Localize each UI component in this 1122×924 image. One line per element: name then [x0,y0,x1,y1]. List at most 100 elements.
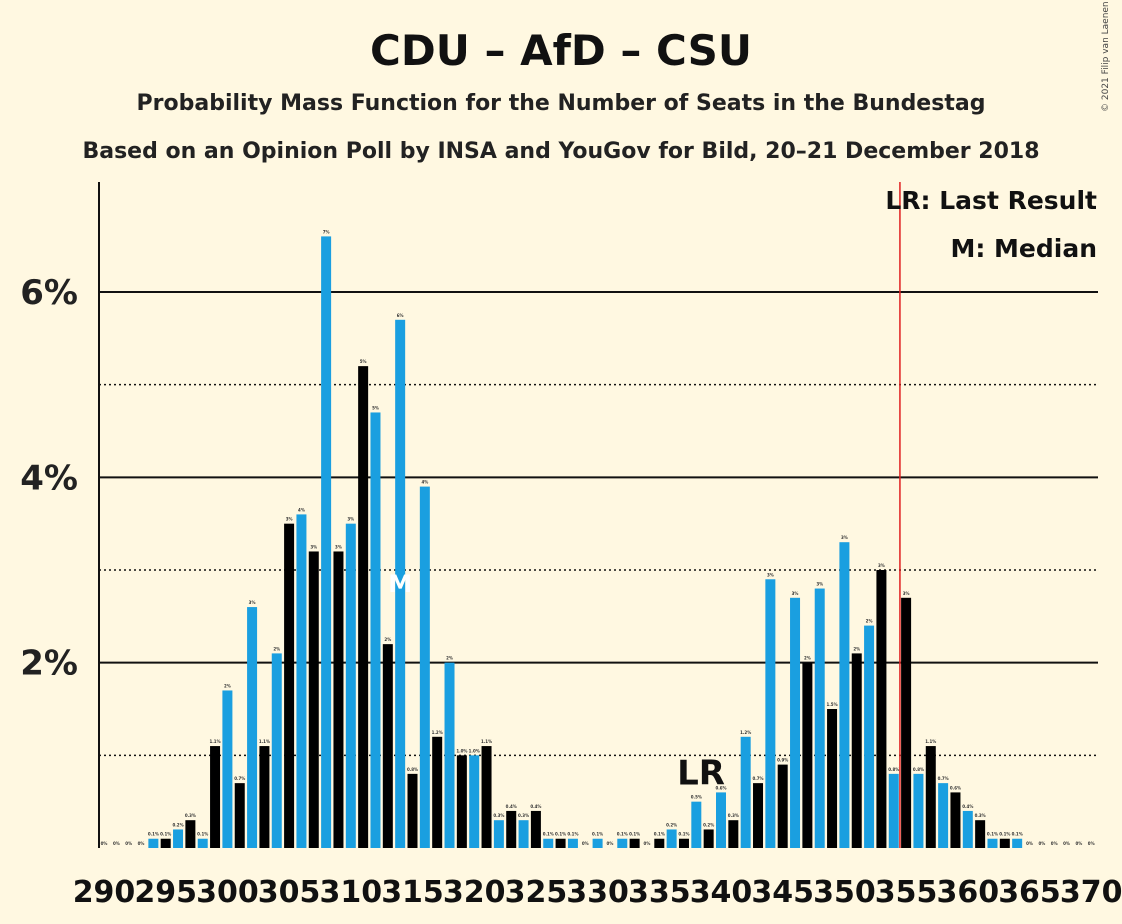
bar-value-label: 0% [1075,841,1082,846]
bar-value-label: 5% [360,359,367,364]
bar-value-label: 0% [1051,841,1058,846]
bar [333,551,344,848]
bar-value-label: 2% [853,646,860,651]
bar-value-label: 1.1% [259,739,270,744]
bar [481,746,492,848]
bar [222,690,233,848]
bar-value-label: 2% [446,656,453,661]
bar [506,810,517,848]
bar-value-label: 1.1% [210,739,221,744]
bar-value-label: 0.1% [629,832,640,837]
x-tick-label: 345 [751,875,814,910]
bar [173,829,184,848]
bar-value-label: 2% [866,619,873,624]
bar [790,597,801,848]
bar [678,838,689,848]
x-axis-labels: 290 295 300 305 310 315 320 325 330 335 340 345 350 3… [73,875,1122,910]
bar-value-label: 3% [841,535,848,540]
chart-title: CDU – AfD – CSU [370,26,752,75]
x-tick-label: 305 [258,875,321,910]
bar [444,662,455,848]
bar [530,810,541,848]
bar [777,764,788,848]
bar [160,838,171,848]
bar-value-label: 1.1% [481,739,492,744]
bar-value-label: 1.2% [432,730,443,735]
bar-value-label: 0.7% [752,776,763,781]
bar-value-label: 0.3% [728,813,739,818]
bar [308,551,319,848]
bar [839,542,850,848]
bar-value-label: 3% [878,563,885,568]
bar-value-label: 1.0% [469,748,480,753]
bar [148,838,159,848]
bar [814,588,825,848]
bar [851,653,862,848]
bar-value-label: 0% [138,841,145,846]
bar [938,783,949,848]
x-tick-label: 290 [73,875,136,910]
bar-value-label: 0.6% [715,785,726,790]
bar-value-label: 0.1% [1012,832,1023,837]
bar-value-label: 2% [804,656,811,661]
bar [197,838,208,848]
bar-value-label: 0% [644,841,651,846]
bar-value-label: 0.1% [555,832,566,837]
bar [382,644,393,848]
bar-value-label: 0% [125,841,132,846]
bar [185,820,196,848]
x-tick-label: 310 [319,875,382,910]
bar [975,820,986,848]
y-tick-label: 6% [20,273,78,313]
bar-value-label: 0.1% [654,832,665,837]
bars: 0% 0% 0% 0%0.1% 0.1%0.2%0.3%0.1%1.1%2%0.7%3%… [101,229,1095,848]
bar [210,746,221,848]
bar [469,755,480,848]
bar-value-label: 3% [335,544,342,549]
bar [296,514,307,848]
bar [370,412,381,848]
bar-value-label: 4% [421,480,428,485]
bar-value-label: 4% [298,507,305,512]
bar [456,755,467,848]
bar-value-label: 0.2% [666,822,677,827]
bar [753,783,764,848]
bar-value-label: 0% [582,841,589,846]
bar [543,838,554,848]
bar [802,662,813,848]
bar [913,773,924,848]
x-tick-label: 295 [134,875,197,910]
bar-value-label: 0% [1063,841,1070,846]
bar [358,366,369,848]
bar-value-label: 0% [607,841,614,846]
bar [654,838,665,848]
bar-value-label: 1.2% [740,730,751,735]
bar-value-label: 0.8% [407,767,418,772]
bar [617,838,628,848]
bar-value-label: 0% [113,841,120,846]
y-tick-label: 4% [20,458,78,498]
bar-value-label: 0.1% [543,832,554,837]
chart-subtitle: Probability Mass Function for the Number… [136,91,986,116]
bar-value-label: 2% [273,646,280,651]
bar [666,829,677,848]
bar [395,319,406,848]
bar [234,783,245,848]
bar-value-label: 7% [323,229,330,234]
bar-value-label: 0.1% [592,832,603,837]
bar-value-label: 0.4% [530,804,541,809]
x-tick-label: 320 [443,875,506,910]
bar [765,579,776,848]
bar [555,838,566,848]
bar [518,820,529,848]
bar [259,746,270,848]
bar-value-label: 5% [372,405,379,410]
bar-value-label: 0.2% [703,822,714,827]
bar-value-label: 3% [816,582,823,587]
bar [962,810,973,848]
x-tick-label: 335 [628,875,691,910]
bar [493,820,504,848]
bar [271,653,282,848]
bar [703,829,714,848]
